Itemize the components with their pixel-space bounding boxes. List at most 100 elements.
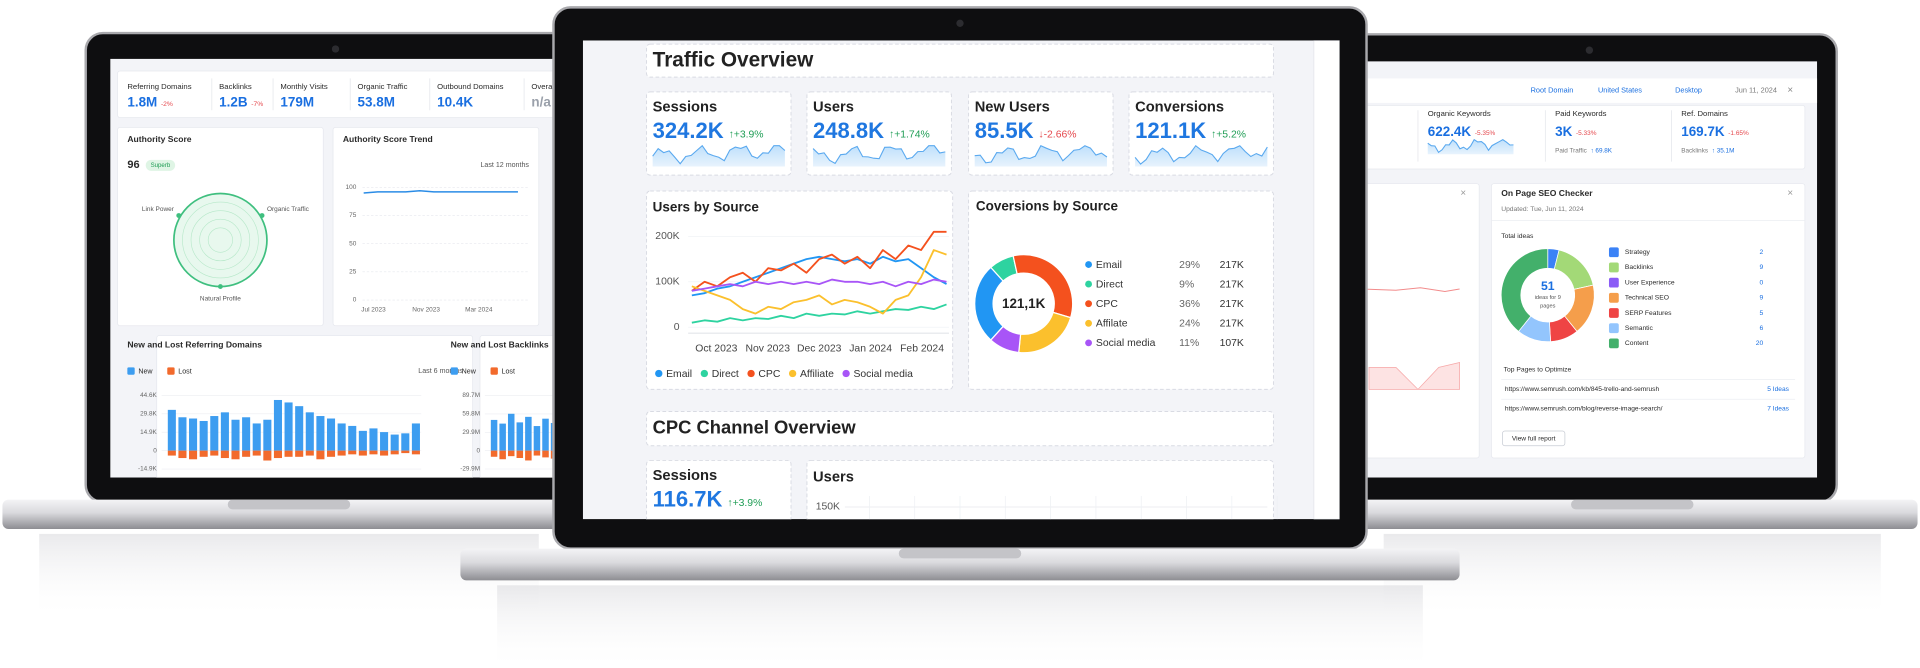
y-tick-label: 50 bbox=[349, 240, 357, 247]
y-tick-label: 75 bbox=[349, 212, 357, 219]
page-url[interactable]: https://www.semrush.com/blog/reverse-ima… bbox=[1505, 406, 1663, 413]
bar bbox=[411, 450, 420, 455]
source-name: Email bbox=[1096, 260, 1122, 271]
bar bbox=[490, 450, 498, 457]
card-title: Coversions by Source bbox=[976, 199, 1119, 214]
bar bbox=[316, 416, 325, 451]
idea-count[interactable]: 0 bbox=[1760, 279, 1764, 286]
card bbox=[117, 70, 576, 118]
radar-ring bbox=[207, 227, 233, 253]
bar bbox=[305, 450, 314, 456]
bar bbox=[358, 450, 367, 456]
idea-count[interactable]: 9 bbox=[1760, 264, 1764, 271]
x-tick-label: Mar 2024 bbox=[465, 307, 493, 314]
legend-label: Email bbox=[666, 369, 692, 380]
bar bbox=[252, 450, 261, 456]
radar-ring bbox=[199, 218, 242, 262]
close-button[interactable]: × bbox=[1460, 188, 1466, 199]
bar bbox=[401, 450, 410, 454]
radar-axis-label: Link Power bbox=[142, 206, 175, 213]
bar bbox=[295, 406, 304, 451]
legend-dot bbox=[1085, 261, 1092, 268]
bar bbox=[295, 450, 304, 457]
x-tick-label: Jan 2024 bbox=[849, 344, 892, 355]
idea-icon bbox=[1608, 247, 1619, 258]
donut-segment bbox=[989, 325, 1022, 354]
series-line bbox=[691, 230, 947, 292]
kpi-value: 85.5K bbox=[975, 118, 1034, 143]
sparkline bbox=[1134, 144, 1268, 165]
metric-label: Ref. Domains bbox=[1681, 109, 1728, 118]
bar bbox=[231, 450, 240, 460]
idea-count[interactable]: 20 bbox=[1756, 340, 1764, 347]
card bbox=[646, 190, 954, 390]
y-tick-label: 150K bbox=[816, 502, 840, 513]
metric-sub-label: Paid Traffic bbox=[1555, 147, 1588, 154]
close-button[interactable]: × bbox=[1787, 188, 1793, 199]
button[interactable] bbox=[1502, 430, 1566, 447]
toolbar-item[interactable]: Desktop bbox=[1675, 86, 1702, 95]
kpi-label: Users bbox=[813, 100, 854, 116]
idea-count[interactable]: 6 bbox=[1760, 325, 1764, 332]
bar bbox=[490, 419, 498, 451]
sparkline bbox=[652, 144, 786, 165]
bar bbox=[499, 423, 506, 451]
reflection bbox=[1383, 533, 1881, 620]
bar bbox=[316, 450, 325, 460]
toolbar bbox=[1361, 78, 1818, 103]
bar bbox=[189, 450, 198, 460]
donut-segment bbox=[1500, 248, 1549, 332]
metric-label: Referring Domains bbox=[127, 82, 191, 91]
source-value: 217K bbox=[1220, 319, 1244, 330]
donut-total: 51 bbox=[1541, 279, 1555, 293]
bar bbox=[369, 450, 378, 455]
bar bbox=[380, 450, 389, 456]
kpi-value: 116.7K bbox=[653, 487, 723, 512]
close-button[interactable]: × bbox=[1787, 85, 1793, 96]
idea-name: Technical SEO bbox=[1625, 295, 1669, 302]
card bbox=[646, 410, 1274, 447]
donut-caption: ideas for 9 bbox=[1535, 295, 1561, 301]
bar bbox=[348, 425, 357, 451]
toolbar-item: Jun 11, 2024 bbox=[1735, 86, 1777, 95]
bar bbox=[252, 423, 261, 451]
radar-axis-label: Natural Profile bbox=[200, 296, 241, 303]
kpi-change: ↑+5.2% bbox=[1211, 129, 1246, 140]
toolbar-item[interactable]: Root Domain bbox=[1531, 86, 1574, 95]
button-label[interactable]: View full report bbox=[1512, 435, 1556, 442]
idea-count[interactable]: 2 bbox=[1760, 249, 1764, 256]
radar-ring bbox=[182, 201, 259, 279]
bar bbox=[199, 450, 208, 457]
idea-count[interactable]: 5 bbox=[1760, 310, 1764, 317]
section-title: Top Pages to Optimize bbox=[1504, 367, 1572, 374]
bar bbox=[273, 450, 282, 459]
source-name: Affilate bbox=[1096, 319, 1128, 330]
source-name: Social media bbox=[1096, 338, 1156, 349]
kpi-label: Users bbox=[813, 469, 854, 485]
page-ideas[interactable]: 5 Ideas bbox=[1767, 386, 1789, 393]
toolbar-item[interactable]: United States bbox=[1598, 86, 1642, 95]
source-value: 217K bbox=[1220, 299, 1244, 310]
page-ideas[interactable]: 7 Ideas bbox=[1767, 406, 1789, 413]
y-tick-label: 100K bbox=[655, 277, 679, 288]
page-url[interactable]: https://www.semrush.com/kb/845-trello-an… bbox=[1505, 386, 1660, 393]
bar bbox=[210, 450, 219, 456]
legend-label: New bbox=[138, 367, 153, 375]
series-line bbox=[691, 278, 947, 292]
bar bbox=[167, 450, 176, 456]
bar bbox=[411, 423, 420, 451]
card bbox=[646, 43, 1274, 78]
series-line bbox=[691, 249, 947, 315]
left-screen: Referring Domains 1.8M -2% Backlinks 1.2B -7%… bbox=[110, 58, 576, 478]
card-title: Authority Score bbox=[127, 134, 191, 144]
bar bbox=[263, 419, 272, 451]
kpi-value: 121.1K bbox=[1135, 118, 1206, 143]
source-share: 36% bbox=[1179, 299, 1200, 310]
y-tick-label: -29.9M bbox=[460, 466, 480, 473]
idea-count[interactable]: 9 bbox=[1760, 295, 1764, 302]
metric-value: 3K bbox=[1555, 124, 1572, 139]
y-tick-label: 29.9M bbox=[462, 429, 480, 436]
bar bbox=[337, 450, 346, 456]
bar bbox=[516, 422, 524, 451]
bar bbox=[507, 413, 515, 451]
